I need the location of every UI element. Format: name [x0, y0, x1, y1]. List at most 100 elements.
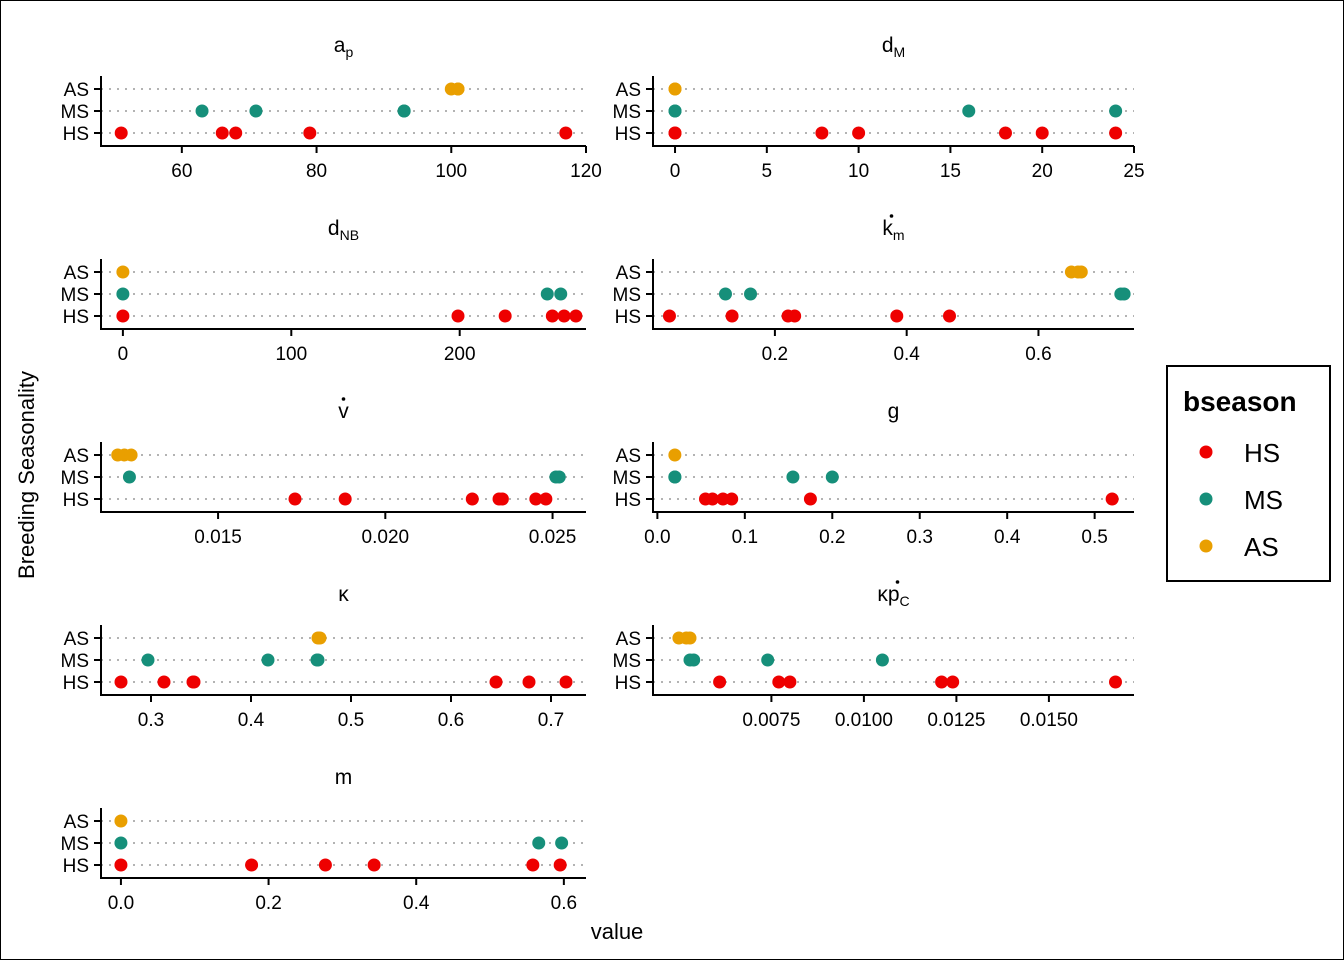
legend-label-MS: MS: [1244, 485, 1283, 515]
data-point-HS: [557, 309, 571, 323]
x-tick-label: 0.0: [644, 527, 670, 548]
data-point-HS: [116, 309, 130, 323]
y-tick-label: AS: [64, 263, 89, 284]
data-point-HS: [526, 858, 540, 872]
data-point-HS: [803, 492, 817, 506]
x-tick-label: 0.2: [255, 893, 281, 914]
x-tick-label: 0.0125: [927, 710, 985, 731]
data-point-AS: [114, 814, 128, 828]
data-point-HS: [725, 309, 739, 323]
legend-key-HS: [1199, 445, 1213, 459]
y-tick-label: AS: [616, 629, 641, 650]
y-tick-label: HS: [615, 124, 641, 145]
data-point-HS: [465, 492, 479, 506]
x-tick-label: 20: [1032, 161, 1053, 182]
data-point-HS: [114, 126, 128, 140]
x-tick-label: 0.6: [1025, 344, 1051, 365]
x-tick-label: 0.2: [819, 527, 845, 548]
legend-key-AS: [1199, 539, 1213, 553]
panel-title: g: [888, 400, 900, 423]
data-point-HS: [998, 126, 1012, 140]
data-point-HS: [157, 675, 171, 689]
x-tick-label: 0.025: [529, 527, 577, 548]
data-point-AS: [683, 631, 697, 645]
panel-title: dNB: [328, 217, 359, 243]
data-point-HS: [545, 309, 559, 323]
data-point-AS: [668, 82, 682, 96]
panel-title: ap: [334, 34, 354, 60]
data-point-MS: [311, 653, 325, 667]
data-point-HS: [553, 858, 567, 872]
x-tick-label: 0: [670, 161, 681, 182]
x-tick-label: 0.0075: [742, 710, 800, 731]
legend-title: bseason: [1183, 386, 1297, 417]
data-point-MS: [195, 104, 209, 118]
x-tick-label: 0.4: [994, 527, 1021, 548]
y-tick-label: AS: [64, 80, 89, 101]
x-tick-label: 0.1: [732, 527, 758, 548]
data-point-HS: [303, 126, 317, 140]
data-point-HS: [788, 309, 802, 323]
data-point-MS: [786, 470, 800, 484]
overdot-mark: [895, 580, 900, 584]
data-point-MS: [397, 104, 411, 118]
y-tick-label: HS: [63, 124, 89, 145]
y-tick-label: MS: [61, 468, 90, 489]
data-point-MS: [962, 104, 976, 118]
legend: bseason HS MS AS: [1166, 365, 1331, 582]
y-tick-label: HS: [63, 673, 89, 694]
data-point-HS: [495, 492, 509, 506]
x-tick-label: 0.0100: [835, 710, 893, 731]
y-tick-label: AS: [616, 446, 641, 467]
data-point-MS: [875, 653, 889, 667]
x-tick-label: 0.4: [238, 710, 265, 731]
data-point-AS: [124, 448, 138, 462]
x-tick-label: 120: [570, 161, 602, 182]
x-tick-label: 0.4: [893, 344, 920, 365]
y-tick-label: HS: [615, 673, 641, 694]
data-point-HS: [946, 675, 960, 689]
x-tick-label: 80: [306, 161, 327, 182]
y-tick-label: AS: [616, 263, 641, 284]
x-tick-label: 0.0: [108, 893, 134, 914]
panel-title: dM: [882, 34, 905, 60]
x-tick-label: 10: [848, 161, 869, 182]
legend-label-AS: AS: [1244, 532, 1279, 562]
data-point-MS: [1117, 287, 1131, 301]
x-tick-label: 0.015: [194, 527, 242, 548]
data-point-MS: [718, 287, 732, 301]
y-tick-label: AS: [616, 80, 641, 101]
panel-title: κpC: [877, 583, 909, 609]
x-tick-label: 0.020: [362, 527, 410, 548]
data-point-HS: [662, 309, 676, 323]
y-tick-label: MS: [613, 651, 642, 672]
data-point-MS: [744, 287, 758, 301]
x-tick-label: 5: [762, 161, 773, 182]
data-point-HS: [852, 126, 866, 140]
data-point-HS: [705, 492, 719, 506]
data-point-HS: [229, 126, 243, 140]
data-point-MS: [1109, 104, 1123, 118]
y-tick-label: AS: [64, 446, 89, 467]
data-point-HS: [1105, 492, 1119, 506]
data-point-HS: [451, 309, 465, 323]
data-point-HS: [522, 675, 536, 689]
data-point-HS: [367, 858, 381, 872]
x-tick-label: 0.5: [1081, 527, 1107, 548]
y-tick-label: MS: [613, 285, 642, 306]
x-tick-label: 0.6: [438, 710, 464, 731]
data-point-HS: [529, 492, 543, 506]
panel-title: km: [882, 217, 904, 243]
x-tick-label: 25: [1123, 161, 1144, 182]
data-point-MS: [116, 287, 130, 301]
data-point-MS: [141, 653, 155, 667]
data-point-AS: [668, 448, 682, 462]
data-point-HS: [114, 858, 128, 872]
x-tick-label: 0.3: [907, 527, 933, 548]
